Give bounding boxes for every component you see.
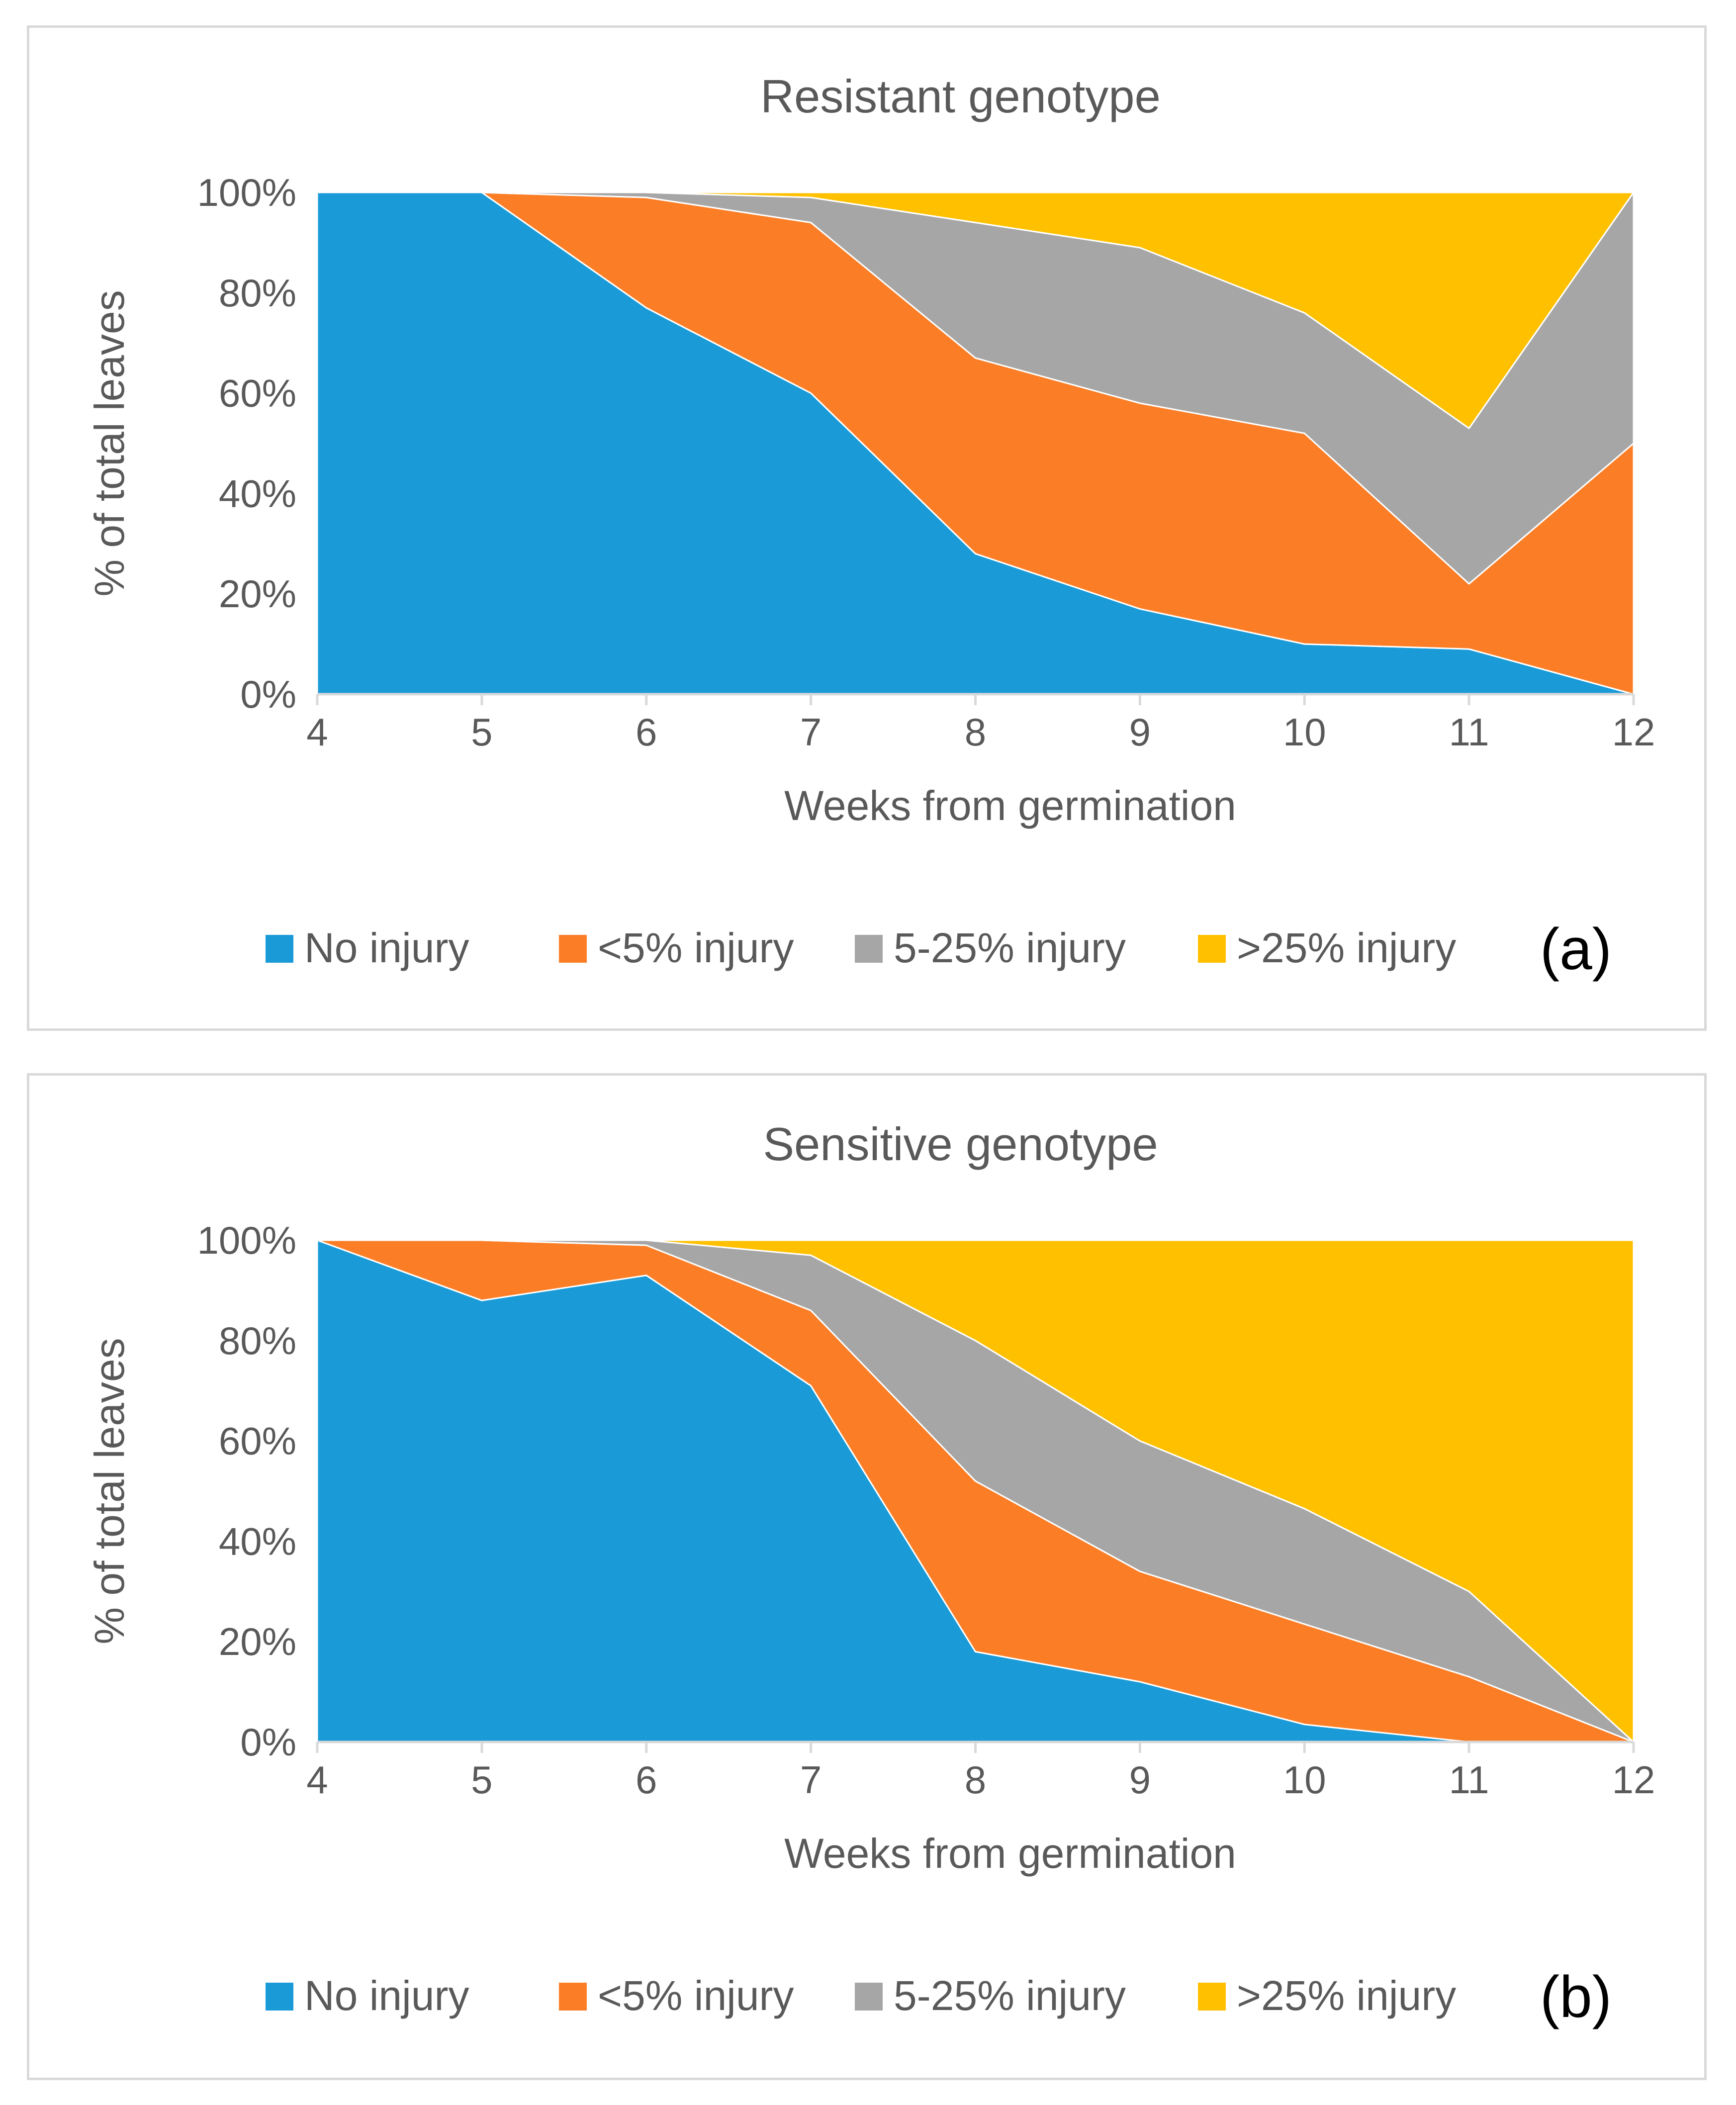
x-tick-label: 8 bbox=[965, 1758, 986, 1802]
x-tick-label: 12 bbox=[1612, 1758, 1655, 1802]
legend-swatch-3 bbox=[1198, 935, 1226, 963]
x-tick-label: 9 bbox=[1129, 710, 1151, 754]
chart-a: Resistant genotype 0% 20% 40% 60% 80% 100% 4 5 6 7… bbox=[86, 70, 1655, 982]
legend-swatch-1 bbox=[559, 1983, 587, 2011]
y-tick-label: 20% bbox=[219, 572, 296, 616]
area-series-3 bbox=[316, 1239, 1635, 1743]
legend-label-3: >25% injury bbox=[1237, 1972, 1456, 2019]
legend-swatch-1 bbox=[559, 935, 587, 963]
legend-label-1: <5% injury bbox=[598, 924, 794, 971]
panel-label: (b) bbox=[1540, 1964, 1612, 2030]
area-series-3 bbox=[316, 191, 1635, 429]
x-tick-label: 9 bbox=[1129, 1758, 1151, 1802]
x-tick-label: 8 bbox=[965, 710, 986, 754]
x-tick-label: 7 bbox=[800, 710, 822, 754]
x-tick-label: 11 bbox=[1449, 710, 1489, 754]
chart-panel-a: Resistant genotype 0% 20% 40% 60% 80% 100% 4 5 6 7… bbox=[27, 25, 1707, 1031]
legend: No injury <5% injury 5-25% injury >25% inju… bbox=[266, 924, 1456, 971]
legend-label-0: No injury bbox=[304, 924, 469, 971]
y-tick-label: 40% bbox=[219, 471, 296, 515]
chart-b: Sensitive genotype 0% 20% 40% 60% 80% 100% 4 5 6 7… bbox=[86, 1118, 1655, 2030]
chart-title: Sensitive genotype bbox=[763, 1118, 1158, 1170]
x-tick-label: 10 bbox=[1283, 710, 1326, 754]
y-tick-label: 40% bbox=[219, 1519, 296, 1563]
x-tick-label: 5 bbox=[471, 710, 492, 754]
panel-label: (a) bbox=[1540, 916, 1612, 982]
y-tick-label: 20% bbox=[219, 1620, 296, 1663]
y-tick-label: 60% bbox=[219, 1419, 296, 1463]
x-tick-label: 11 bbox=[1449, 1758, 1489, 1802]
legend-swatch-0 bbox=[266, 1983, 293, 2011]
chart-panel-b: Sensitive genotype 0% 20% 40% 60% 80% 100% 4 5 6 7… bbox=[27, 1073, 1707, 2080]
legend: No injury <5% injury 5-25% injury >25% inju… bbox=[266, 1972, 1456, 2019]
legend-label-0: No injury bbox=[304, 1972, 469, 2019]
x-tick-label: 6 bbox=[636, 1758, 657, 1802]
legend-label-3: >25% injury bbox=[1237, 924, 1456, 971]
x-tick-label: 10 bbox=[1283, 1758, 1326, 1802]
x-tick-label: 7 bbox=[800, 1758, 822, 1802]
legend-swatch-3 bbox=[1198, 1983, 1226, 2011]
x-axis-label: Weeks from germination bbox=[784, 1830, 1236, 1877]
x-tick-label: 5 bbox=[471, 1758, 492, 1802]
y-tick-label: 80% bbox=[219, 1319, 296, 1363]
x-axis-label: Weeks from germination bbox=[784, 782, 1236, 829]
legend-label-1: <5% injury bbox=[598, 1972, 794, 2019]
y-tick-label: 0% bbox=[240, 1720, 296, 1764]
y-tick-label: 60% bbox=[219, 371, 296, 415]
y-tick-label: 100% bbox=[197, 1218, 297, 1262]
x-tick-label: 4 bbox=[306, 1758, 328, 1802]
legend-label-2: 5-25% injury bbox=[894, 924, 1126, 971]
x-tick-label: 12 bbox=[1612, 710, 1655, 754]
chart-title: Resistant genotype bbox=[760, 70, 1161, 122]
stacked-areas bbox=[316, 1239, 1635, 1743]
y-tick-label: 100% bbox=[197, 171, 297, 214]
y-tick-label: 80% bbox=[219, 271, 296, 315]
y-axis-label: % of total leaves bbox=[86, 1338, 133, 1644]
x-tick-label: 4 bbox=[306, 710, 328, 754]
stacked-areas bbox=[316, 191, 1635, 695]
y-axis-label: % of total leaves bbox=[86, 290, 133, 596]
legend-label-2: 5-25% injury bbox=[894, 1972, 1126, 2019]
legend-swatch-0 bbox=[266, 935, 293, 963]
legend-swatch-2 bbox=[855, 1983, 883, 2011]
y-tick-label: 0% bbox=[240, 672, 296, 716]
x-tick-label: 6 bbox=[636, 710, 657, 754]
legend-swatch-2 bbox=[855, 935, 883, 963]
